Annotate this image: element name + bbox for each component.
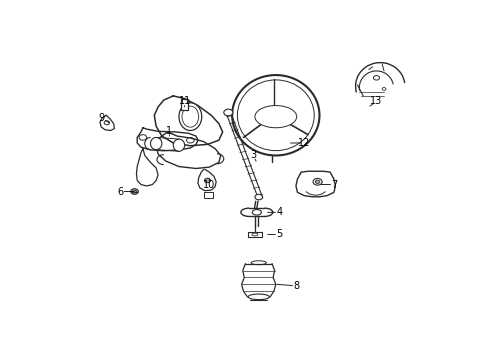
Ellipse shape — [267, 114, 281, 122]
Ellipse shape — [150, 138, 162, 150]
Text: 11: 11 — [178, 96, 191, 107]
Text: 9: 9 — [99, 113, 105, 123]
Ellipse shape — [133, 190, 136, 193]
Text: 12: 12 — [298, 138, 311, 148]
Ellipse shape — [313, 179, 322, 185]
Ellipse shape — [131, 189, 138, 194]
Text: 1: 1 — [167, 126, 172, 135]
Ellipse shape — [252, 210, 261, 215]
Text: 6: 6 — [117, 186, 123, 197]
Ellipse shape — [255, 105, 297, 128]
Text: 13: 13 — [370, 96, 383, 107]
Polygon shape — [267, 111, 285, 122]
Ellipse shape — [179, 103, 202, 131]
Bar — [204, 192, 213, 198]
Ellipse shape — [224, 109, 233, 116]
FancyBboxPatch shape — [181, 99, 189, 110]
Text: 7: 7 — [332, 180, 338, 190]
Ellipse shape — [232, 75, 319, 156]
Ellipse shape — [204, 178, 211, 183]
Ellipse shape — [255, 194, 263, 200]
Ellipse shape — [315, 180, 320, 184]
Text: 3: 3 — [250, 150, 256, 161]
Text: 4: 4 — [276, 207, 283, 217]
Ellipse shape — [173, 139, 185, 151]
Text: 8: 8 — [294, 281, 300, 291]
Text: 5: 5 — [276, 229, 283, 239]
Text: 10: 10 — [203, 180, 216, 190]
